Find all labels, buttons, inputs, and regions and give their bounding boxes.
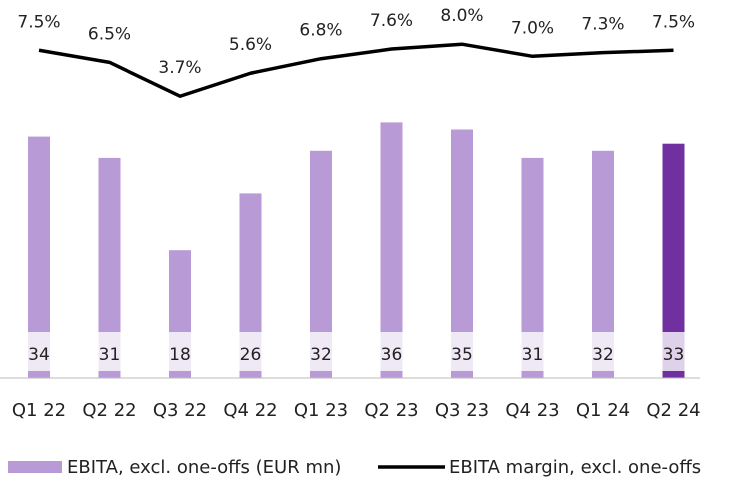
x-tick-label: Q2 24 — [646, 400, 700, 421]
bar — [98, 157, 121, 378]
bar — [28, 136, 50, 378]
line-value-label: 3.7% — [158, 58, 201, 78]
bar-value-label: 26 — [240, 345, 262, 365]
line-value-label: 6.8% — [299, 21, 342, 41]
line-value-label: 6.5% — [88, 24, 131, 44]
bar — [380, 122, 403, 379]
line-value-label: 7.3% — [581, 15, 624, 35]
x-tick-label: Q4 23 — [505, 400, 559, 421]
line-value-label: 7.6% — [370, 11, 413, 31]
line-value-label: 7.5% — [17, 12, 60, 32]
x-tick-label: Q3 23 — [435, 400, 489, 421]
x-tick-label: Q1 24 — [576, 400, 630, 421]
bar — [521, 157, 544, 378]
legend-swatch — [8, 461, 62, 473]
margin-line — [38, 42, 674, 98]
bar-value-label: 34 — [28, 345, 50, 365]
bar-value-label: 32 — [310, 345, 332, 365]
label-band — [0, 332, 700, 371]
bar-value-label: 31 — [522, 345, 544, 365]
x-tick-label: Q1 22 — [12, 400, 66, 421]
line-value-label: 8.0% — [440, 6, 483, 26]
x-tick-label: Q4 22 — [223, 400, 277, 421]
bar — [239, 193, 262, 378]
bar-value-label: 35 — [451, 345, 473, 365]
bar-value-label: 36 — [381, 345, 403, 365]
bar-value-label: 31 — [99, 345, 121, 365]
bar-value-label: 33 — [663, 345, 685, 365]
line-value-label: 7.0% — [511, 18, 554, 38]
legend-label: EBITA margin, excl. one-offs — [449, 457, 701, 478]
bar — [592, 150, 614, 378]
bar — [451, 129, 473, 378]
bar — [310, 150, 332, 378]
legend-label: EBITA, excl. one-offs (EUR mn) — [67, 457, 341, 478]
x-tick-label: Q3 22 — [153, 400, 207, 421]
line-value-label: 7.5% — [652, 12, 695, 32]
line-value-label: 5.6% — [229, 35, 272, 55]
x-tick-label: Q1 23 — [294, 400, 348, 421]
bar — [662, 143, 685, 378]
bar-value-label: 32 — [592, 345, 614, 365]
bar-value-label: 18 — [169, 345, 191, 365]
x-tick-label: Q2 23 — [364, 400, 418, 421]
x-tick-label: Q2 22 — [82, 400, 136, 421]
